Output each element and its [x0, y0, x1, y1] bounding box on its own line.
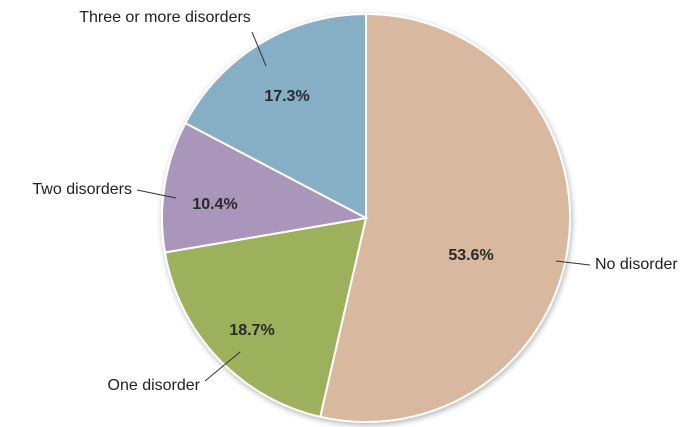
category-label: Two disorders	[32, 181, 132, 198]
pie-slice	[163, 216, 368, 419]
category-label: One disorder	[108, 377, 201, 394]
value-label: 17.3%	[264, 88, 309, 105]
category-label: Three or more disorders	[79, 9, 251, 26]
pie-slice	[319, 12, 572, 423]
pie	[161, 12, 572, 423]
leader-line	[204, 351, 241, 382]
value-label: 10.4%	[192, 196, 237, 213]
pie-slice	[161, 121, 370, 254]
category-label: No disorder	[595, 256, 678, 273]
leader-line	[136, 189, 177, 199]
leader-line	[251, 31, 267, 67]
value-label: 53.6%	[448, 247, 493, 264]
pie-slice	[184, 12, 367, 220]
value-label: 18.7%	[229, 322, 274, 339]
leader-line	[555, 260, 591, 266]
